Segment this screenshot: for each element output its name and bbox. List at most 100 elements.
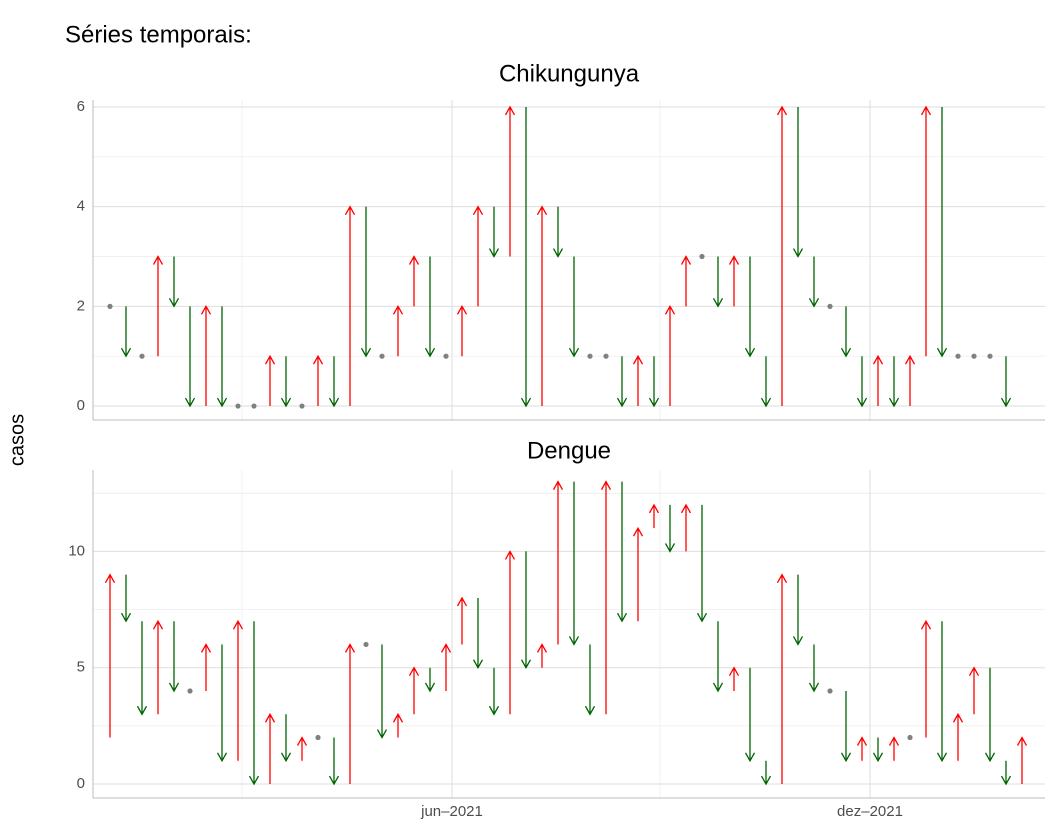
down-arrow [136,621,148,716]
up-arrow [680,503,692,552]
down-arrow [840,306,852,358]
no-change-dot [955,353,961,359]
down-arrow [488,206,500,258]
down-arrow [808,256,820,308]
no-change-dot [971,353,977,359]
down-arrow [248,621,260,786]
up-arrow [232,619,244,761]
down-arrow [584,644,596,716]
up-arrow [456,596,468,645]
x-tick-label: dez–2021 [837,803,903,820]
down-arrow [424,256,436,358]
up-arrow [456,305,468,357]
y-tick-label: 4 [77,198,85,215]
y-tick-label: 10 [68,542,85,559]
up-arrow [408,255,420,307]
down-arrow [984,667,996,763]
down-arrow [520,106,532,408]
up-arrow [312,354,324,407]
up-arrow [728,255,740,307]
down-arrow [760,760,772,786]
no-change-dot [587,353,593,359]
up-arrow [920,619,932,738]
down-arrow [760,356,772,408]
down-arrow [936,106,948,358]
down-arrow [216,644,228,763]
down-arrow [872,737,884,763]
up-arrow [344,643,356,785]
down-arrow [888,356,900,408]
up-arrow [1016,736,1028,785]
up-arrow [200,305,212,407]
down-arrow [472,597,484,670]
up-arrow [776,105,788,407]
up-arrow [536,643,548,668]
no-change-dot [315,734,321,741]
down-arrow [1000,356,1012,408]
down-arrow [168,621,180,693]
down-arrow [664,504,676,553]
up-arrow [968,666,980,715]
down-arrow [856,356,868,408]
down-arrow [712,256,724,308]
x-tick-label: jun–2021 [420,803,483,820]
down-arrow [280,356,292,408]
down-arrow [120,306,132,358]
no-change-dot [363,641,369,648]
up-arrow [264,354,276,407]
y-tick-label: 5 [77,659,85,676]
up-arrow [296,736,308,761]
no-change-dot [987,353,993,359]
no-change-dot [907,734,913,741]
up-arrow [552,480,564,645]
up-arrow [776,573,788,785]
no-change-dot [379,353,385,359]
up-arrow [632,526,644,622]
up-arrow [200,643,212,691]
up-arrow [152,255,164,357]
no-change-dot [827,688,833,694]
up-arrow [472,205,484,307]
no-change-dot [603,353,609,359]
down-arrow [744,667,756,763]
down-arrow [216,306,228,408]
up-arrow [648,503,660,529]
up-arrow [904,354,916,407]
down-arrow [568,481,580,646]
down-arrow [488,667,500,716]
y-axis-label: casos [6,414,28,466]
down-arrow [552,206,564,258]
no-change-dot [299,403,305,409]
no-change-dot [827,303,833,309]
no-change-dot [251,403,257,409]
down-arrow [648,356,660,408]
up-arrow [408,666,420,715]
up-arrow [952,712,964,761]
down-arrow [168,256,180,308]
down-arrow [744,256,756,358]
no-change-dot [699,253,705,260]
down-arrow [712,621,724,693]
down-arrow [840,690,852,763]
up-arrow [104,573,116,738]
up-arrow [392,305,404,357]
no-change-dot [107,303,113,309]
down-arrow [808,644,820,693]
up-arrow [504,105,516,257]
up-arrow [344,205,356,407]
down-arrow [360,206,372,358]
y-tick-label: 2 [77,297,85,314]
up-arrow [680,255,692,307]
up-arrow [856,736,868,761]
no-change-dot [443,353,449,359]
down-arrow [424,667,436,693]
y-tick-label: 6 [77,98,85,115]
up-arrow [264,712,276,785]
down-arrow [376,644,388,739]
panel-title: Chikungunya [499,60,640,87]
y-tick-label: 0 [77,775,85,792]
up-arrow [920,105,932,357]
down-arrow [280,714,292,763]
up-arrow [728,666,740,691]
